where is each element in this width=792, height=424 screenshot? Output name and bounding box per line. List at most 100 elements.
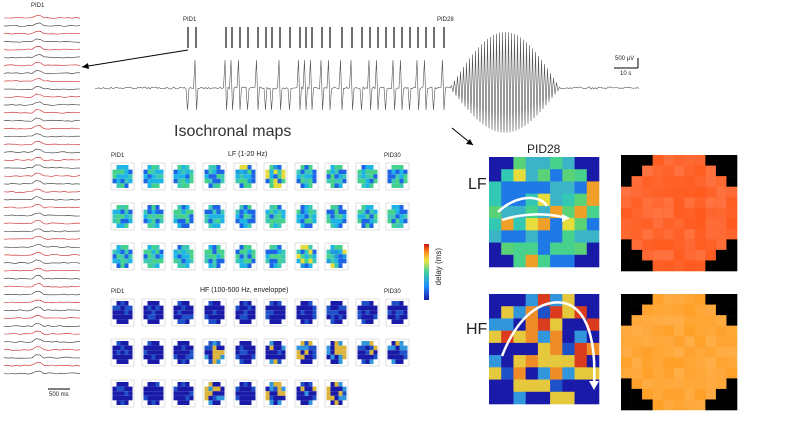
hf-map-r3c6-cell [277,395,282,401]
lf-map-r2c4-cell [212,223,217,228]
lf-map-r2c8-cell [338,209,343,215]
lf-map-r3c7-cell [308,254,313,259]
lf-map-r2c6-cell [273,223,278,228]
lf-map-r3c3-cell [173,263,178,268]
big-hf-cell [501,355,514,368]
big-lf-cell [562,205,575,219]
lf-map-r1c1-cell [116,178,121,184]
hf-map-r1c3-cell [177,310,182,315]
lf-map-r2c10-cell [403,214,408,219]
big-hf-cell [574,342,588,356]
hf-uniform-cell [726,336,738,348]
hf-map-r1c10 [385,298,410,327]
hf-map-r1c5-cell [247,305,252,311]
hf-map-r2c9-cell [369,345,374,351]
lf-map-r1c5-cell [247,165,252,170]
lf-uniform-cell [673,218,685,230]
lf-uniform-cell [705,249,717,261]
lf-map-r3c2-cell [159,249,164,255]
lf-map-r1c5-cell [243,178,248,184]
lf-map-r3c3-cell [173,258,178,264]
hf-map-r3c6-cell [265,395,270,401]
hf-map-r2c7-cell [296,341,301,346]
hf-map-r3c2-cell [147,391,152,396]
hf-map-r2c5-cell [251,341,256,346]
hf-map-r3c1-cell [128,391,133,396]
hf-map-r2c3-cell [177,359,182,364]
hf-map-r2c6-cell [281,350,286,355]
lf-map-r1c7-cell [304,169,309,175]
hf-map-r1c8-cell [334,305,339,311]
lf-map-r1c1-cell [112,169,117,175]
lf-map-r2c10-cell [391,223,396,228]
lf-map-r2c9-cell [373,214,378,219]
lf-map-r3c7-cell [308,263,313,268]
hf-map-r1c3-cell [189,319,194,324]
hf-map-r2c8-cell [330,345,335,351]
hf-map-r1c6-cell [265,310,270,315]
lf-uniform-cell [652,207,664,219]
trace-6 [3,54,81,59]
trace-9 [3,78,81,83]
big-hf-cell [489,318,502,331]
trace-34 [3,275,81,280]
lf-map-r2c1-cell [120,218,125,224]
hf-map-r1c1-cell [120,314,125,320]
lf-map-r2c3-cell [185,223,190,228]
lf-map-r2c6 [263,202,288,231]
lf-map-r2c8-cell [342,223,347,228]
lf-map-r2c1 [110,202,135,231]
pid-connector-left-arrowhead [82,63,89,69]
hf-map-r2c9-cell [365,345,370,351]
hf-map-r2c1-cell [124,359,129,364]
hf-map-r3c8-cell [326,386,331,392]
lf-map-r1c1-cell [120,178,125,184]
hf-uniform-cell [642,294,653,305]
hf-map-r2c5-cell [243,350,248,355]
lf-uniform-cell [663,197,675,209]
big-lf-cell [550,218,563,231]
hf-map-r2c2-cell [147,341,152,346]
hf-map-r2c7-cell [304,354,309,360]
hf-map-r1c3-cell [177,319,182,324]
hf-map-r3c2-cell [155,382,160,387]
hf-map-r2c10-cell [403,350,408,355]
lf-map-r2c5-cell [243,209,248,215]
hf-map-r2c2-cell [151,359,156,364]
hf-map-r1c8-cell [334,314,339,320]
hf-uniform-cell [652,336,664,348]
lf-map-r3c7-cell [304,249,309,255]
lf-uniform-cell [715,165,727,177]
trace-16 [3,133,80,138]
hf-map-r2c2-cell [143,341,148,346]
lf-map-r3c8-cell [330,254,335,259]
hf-map-r3c1-cell [120,400,125,405]
lf-map-r2c10-cell [395,214,400,219]
lf-map-r1c9-cell [373,178,378,184]
lf-map-r2c6-cell [281,218,286,224]
hf-map-r1c3-cell [185,319,190,324]
hf-uniform-cell [652,367,664,379]
lf-map-r2c5 [233,202,258,231]
hf-map-r3c6-cell [269,391,274,396]
hf-map-r2c6-cell [269,354,274,360]
hf-uniform-cell [652,304,664,316]
lf-map-r3c7-cell [304,254,309,259]
hf-map-r1c4-cell [220,305,225,311]
lf-map-r3c6-cell [269,245,274,250]
trace-12 [3,101,81,106]
lf-map-r3c8-cell [334,245,339,250]
lf-map-r2c9-cell [365,209,370,215]
lf-map-r1c5-cell [247,174,252,179]
hf-map-r2c8-cell [326,354,331,360]
lf-map-r1c7-cell [312,178,317,184]
lf-map-r2c4-cell [208,209,213,215]
hf-map-r1c5-cell [251,319,256,324]
big-lf-cell [550,242,563,256]
lf-map-r2c3-cell [189,214,194,219]
hf-map-r2c3-cell [181,345,186,351]
lf-map-r1c5-cell [251,178,256,184]
hf-map-r2c6-cell [269,345,274,351]
big-hf-cell [550,367,563,380]
lf-map-r1c9-cell [369,183,374,188]
